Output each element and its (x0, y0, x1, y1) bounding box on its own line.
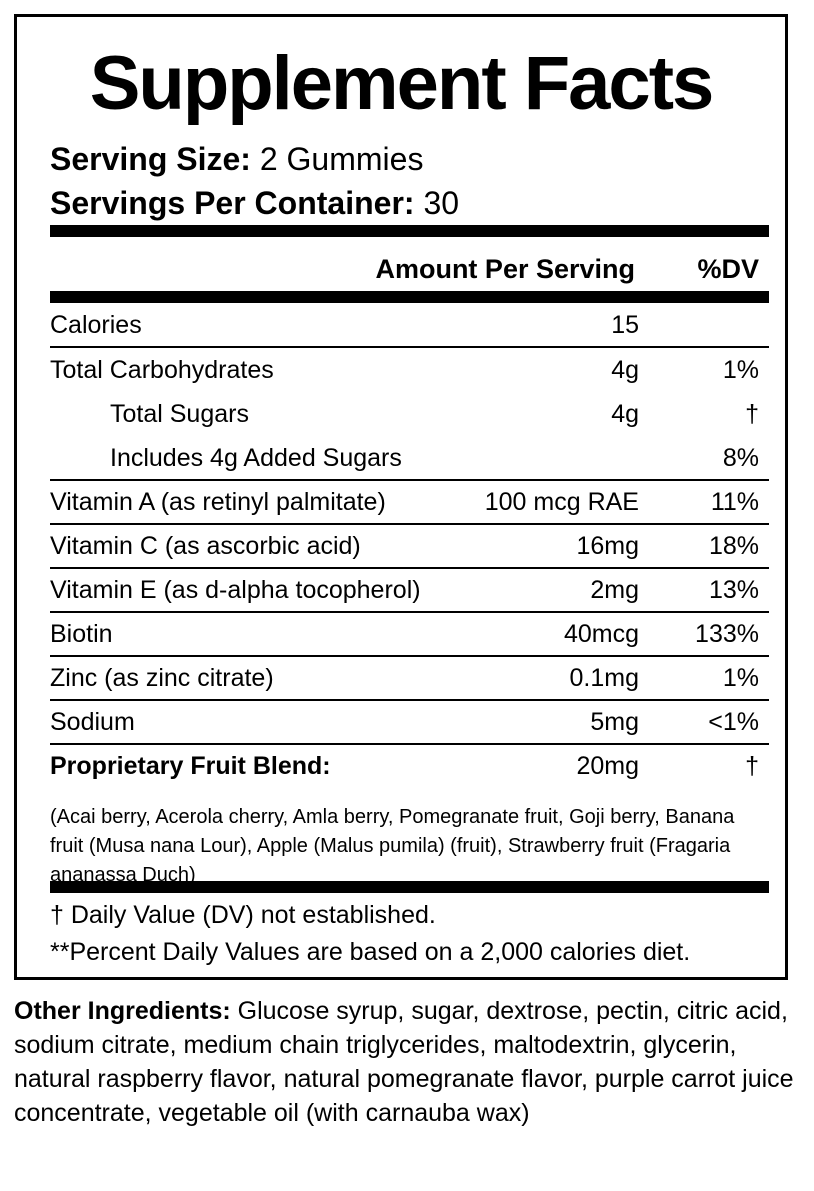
nutrient-row-calories: Calories 15 (50, 303, 769, 347)
nutrient-amount: 4g (611, 356, 639, 384)
other-ingredients: Other Ingredients: Glucose syrup, sugar,… (14, 994, 794, 1130)
nutrient-dv: † (745, 400, 759, 428)
row-divider (50, 655, 769, 657)
nutrient-name: Includes 4g Added Sugars (110, 444, 402, 472)
nutrient-name: Calories (50, 311, 142, 339)
blend-name: Proprietary Fruit Blend: (50, 752, 331, 780)
nutrient-row-total-carbohydrates: Total Carbohydrates 4g 1% (50, 348, 769, 392)
row-divider (50, 346, 769, 348)
nutrient-name: Zinc (as zinc citrate) (50, 664, 274, 692)
divider-thick (50, 225, 769, 237)
nutrient-amount: 16mg (576, 532, 639, 560)
other-ingredients-label: Other Ingredients: (14, 997, 231, 1025)
other-ingredients-text: Glucose syrup, sugar, dextrose, pectin, … (14, 997, 794, 1127)
divider-thick (50, 881, 769, 893)
nutrient-row-biotin: Biotin 40mcg 133% (50, 612, 769, 656)
nutrient-amount: 0.1mg (569, 664, 639, 692)
serving-size: Serving Size: 2 Gummies (50, 139, 423, 179)
servings-per-container-label: Servings Per Container: (50, 185, 415, 221)
row-divider (50, 523, 769, 525)
nutrient-amount: 40mcg (563, 620, 639, 648)
row-divider (50, 479, 769, 481)
servings-per-container-value: 30 (423, 185, 460, 221)
nutrient-dv: 8% (722, 444, 759, 472)
nutrient-row-proprietary-blend: Proprietary Fruit Blend: 20mg † (50, 744, 769, 788)
nutrient-row-total-sugars: Total Sugars 4g † (50, 392, 769, 436)
nutrient-dv: 13% (708, 576, 759, 604)
panel-title: Supplement Facts (89, 41, 715, 126)
nutrient-name: Total Sugars (110, 400, 249, 428)
footnote-percent: **Percent Daily Values are based on a 2,… (50, 938, 691, 966)
nutrient-dv: 133% (695, 620, 759, 648)
nutrient-name: Vitamin A (as retinyl palmitate) (50, 488, 386, 516)
divider-thick (50, 291, 769, 303)
serving-size-label: Serving Size: (50, 141, 251, 177)
nutrient-amount: 4g (611, 400, 639, 428)
nutrient-dv: 18% (708, 532, 759, 560)
nutrient-name: Total Carbohydrates (50, 356, 274, 384)
nutrient-name: Biotin (50, 620, 113, 648)
nutrient-amount: 100 mcg RAE (484, 488, 639, 516)
amount-per-serving-header: Amount Per Serving (375, 254, 635, 284)
dv-header: %DV (697, 254, 759, 284)
row-divider (50, 611, 769, 613)
nutrient-row-vitamin-a: Vitamin A (as retinyl palmitate) 100 mcg… (50, 480, 769, 524)
serving-size-value: 2 Gummies (259, 141, 424, 177)
servings-per-container: Servings Per Container: 30 (50, 183, 459, 223)
nutrient-dv: <1% (708, 708, 759, 736)
blend-description: (Acai berry, Acerola cherry, Amla berry,… (50, 806, 735, 886)
row-divider (50, 567, 769, 569)
nutrient-row-zinc: Zinc (as zinc citrate) 0.1mg 1% (50, 656, 769, 700)
nutrient-amount: 15 (611, 311, 639, 339)
nutrient-row-sodium: Sodium 5mg <1% (50, 700, 769, 744)
nutrient-name: Sodium (50, 708, 135, 736)
nutrient-dv: 1% (722, 664, 759, 692)
nutrient-amount: 2mg (590, 576, 639, 604)
nutrient-name: Vitamin C (as ascorbic acid) (50, 532, 361, 560)
nutrient-row-vitamin-e: Vitamin E (as d-alpha tocopherol) 2mg 13… (50, 568, 769, 612)
nutrient-amount: 5mg (590, 708, 639, 736)
nutrient-dv: 11% (710, 488, 759, 516)
nutrient-row-vitamin-c: Vitamin C (as ascorbic acid) 16mg 18% (50, 524, 769, 568)
blend-amount: 20mg (576, 752, 639, 780)
blend-dv: † (745, 752, 759, 780)
nutrient-name: Vitamin E (as d-alpha tocopherol) (50, 576, 421, 604)
footnote-dv: † Daily Value (DV) not established. (50, 901, 436, 929)
row-divider (50, 743, 769, 745)
row-divider (50, 699, 769, 701)
nutrient-dv: 1% (722, 356, 759, 384)
supplement-facts-panel: Supplement Facts Serving Size: 2 Gummies… (14, 14, 788, 980)
nutrient-row-added-sugars: Includes 4g Added Sugars 8% (50, 436, 769, 480)
